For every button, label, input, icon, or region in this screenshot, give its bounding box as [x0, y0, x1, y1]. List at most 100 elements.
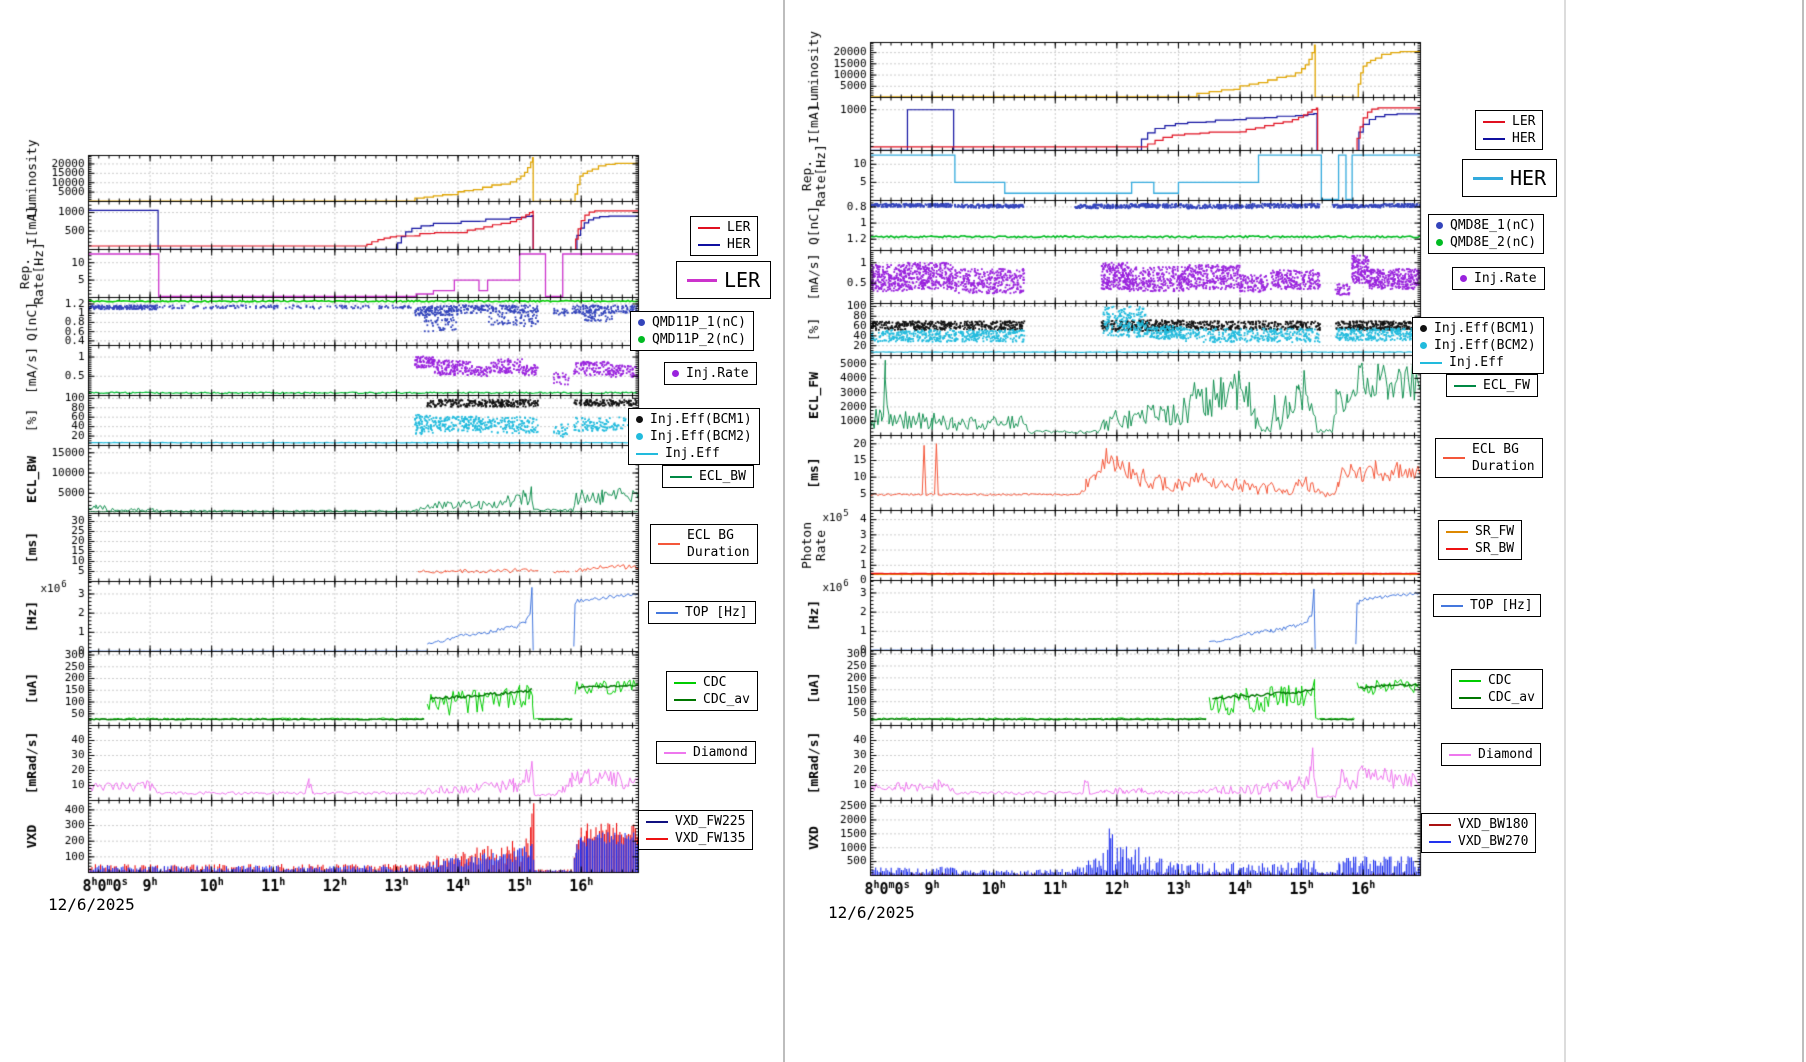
legend-item: VXD_BW270 [1429, 833, 1528, 850]
legend-line-marker [1441, 604, 1463, 607]
legend-dot-marker [672, 370, 679, 378]
legend-ecl-bw: ECL_BW [662, 465, 754, 489]
legend-item: SR_FW [1446, 523, 1514, 540]
legend-label: Inj.Eff(BCM2) [1434, 338, 1536, 354]
legend-label: Diamond [1478, 747, 1533, 762]
legend-item: LER [698, 219, 750, 236]
legend-item: QMD8E_2(nC) [1436, 234, 1536, 251]
legend-item: Inj.Rate [672, 365, 749, 382]
legend-label: HER [1510, 166, 1547, 190]
legend-diamond: Diamond [1441, 743, 1541, 767]
legend-label: ECL BG Duration [1472, 442, 1535, 475]
legend-line-marker [636, 452, 658, 455]
legend-item: QMD8E_1(nC) [1436, 217, 1536, 234]
legend-item: QMD11P_1(nC) [638, 314, 746, 331]
legend-line-marker [1446, 530, 1468, 533]
legend-line-marker [1443, 457, 1465, 460]
legend-label: Inj.Eff(BCM1) [650, 412, 752, 427]
legend-line-marker [1449, 753, 1471, 756]
legend-label: Inj.Eff(BCM2) [650, 429, 752, 445]
legend-dot-marker [638, 319, 645, 327]
legend-inj-eff: Inj.Eff(BCM1) Inj.Eff(BCM2) Inj.Eff [1412, 317, 1544, 375]
legend-label: ECL_BW [699, 469, 746, 484]
legend-top: TOP [Hz] [648, 601, 756, 625]
legend-vxd: VXD_BW180 VXD_BW270 [1421, 813, 1537, 854]
legend-item: TOP [Hz] [1441, 597, 1533, 614]
legend-label: Inj.Eff(BCM1) [1434, 321, 1536, 336]
legend-item: Inj.Eff [636, 445, 752, 462]
legend-item: Inj.Eff(BCM2) [1420, 337, 1536, 354]
legend-item: SR_BW [1446, 540, 1514, 557]
legend-line-marker [658, 543, 680, 546]
legend-label: CDC [703, 675, 727, 690]
legend-item: CDC [674, 674, 750, 691]
legend-current: LER HER [1475, 110, 1544, 151]
legend-item: VXD_FW225 [646, 813, 745, 830]
legend-item: Diamond [1449, 746, 1533, 763]
legend-line-marker [698, 243, 720, 246]
legend-current: LER HER [690, 216, 759, 257]
legend-sr: SR_FW SR_BW [1438, 520, 1523, 561]
legend-line-marker [1429, 840, 1451, 843]
legend-item: VXD_BW180 [1429, 816, 1528, 833]
legend-diamond: Diamond [656, 741, 756, 765]
legend-line-marker [1429, 823, 1451, 826]
legend-rep-rate-big: HER [1462, 159, 1558, 198]
legend-line-marker [664, 751, 686, 754]
legend-item: Inj.Eff(BCM2) [636, 428, 752, 445]
legend-label: TOP [Hz] [1470, 598, 1533, 613]
legend-label: VXD_FW135 [675, 831, 746, 847]
right-monitor-panel: 12/6/2025 LER HER HER QMD8E_1(nC) QMD8E_2(nC… [785, 0, 1565, 1062]
legend-line-marker [1420, 361, 1442, 364]
legend-dot-marker [638, 336, 645, 344]
legend-label: LER [724, 268, 761, 292]
legend-inj-rate: Inj.Rate [664, 362, 757, 386]
legend-rep-rate-big: LER [676, 261, 772, 300]
legend-dot-marker [1420, 342, 1427, 350]
legend-ecl-bg: ECL BG Duration [650, 524, 758, 565]
legend-label: VXD_BW180 [1458, 817, 1529, 832]
legend-dot-marker [1436, 222, 1443, 230]
legend-line-marker [646, 820, 668, 823]
date-label-left: 12/6/2025 [48, 895, 135, 914]
legend-label: ECL_FW [1483, 378, 1530, 393]
legend-line-marker [656, 611, 678, 614]
legend-line-marker [1446, 547, 1468, 550]
legend-item: Inj.Rate [1460, 270, 1537, 287]
legend-charge: QMD8E_1(nC) QMD8E_2(nC) [1428, 214, 1545, 255]
legend-item: ECL_BW [670, 468, 746, 485]
legend-item: Diamond [664, 744, 748, 761]
legend-vxd: VXD_FW225 VXD_FW135 [638, 810, 754, 851]
legend-item: TOP [Hz] [656, 604, 748, 621]
legend-item: Inj.Eff(BCM1) [636, 411, 752, 428]
legend-label: TOP [Hz] [685, 605, 748, 620]
legend-charge: QMD11P_1(nC) QMD11P_2(nC) [630, 311, 754, 352]
legend-dot-marker [1460, 275, 1467, 283]
legend-label: QMD8E_2(nC) [1450, 235, 1537, 251]
legend-cdc: CDC CDC_av [1451, 669, 1543, 710]
legend-label: LER [1512, 114, 1536, 129]
legend-label: ECL BG Duration [687, 528, 750, 561]
date-label-right: 12/6/2025 [828, 903, 915, 922]
legend-label: VXD_FW225 [675, 814, 746, 829]
legend-inj-rate: Inj.Rate [1452, 267, 1545, 291]
legend-line-marker [1483, 120, 1505, 123]
legend-cdc: CDC CDC_av [666, 671, 758, 712]
legend-item: HER [1473, 165, 1546, 191]
legend-label: CDC_av [703, 692, 750, 708]
legend-line-marker [1459, 696, 1481, 699]
legend-item: HER [698, 236, 750, 253]
legend-item: HER [1483, 130, 1535, 147]
legend-label: SR_BW [1475, 541, 1515, 557]
legend-ecl-bg: ECL BG Duration [1435, 438, 1543, 479]
legend-item: Inj.Eff [1420, 354, 1536, 371]
legend-dot-marker [636, 416, 643, 424]
legend-item: CDC_av [674, 691, 750, 708]
legend-item: QMD11P_2(nC) [638, 331, 746, 348]
legend-label: QMD8E_1(nC) [1450, 218, 1537, 233]
legend-line-marker [674, 698, 696, 701]
legend-item: Inj.Eff(BCM1) [1420, 320, 1536, 337]
legend-line-marker [1454, 384, 1476, 387]
legend-label: Diamond [693, 745, 748, 760]
legend-item: LER [1483, 113, 1535, 130]
